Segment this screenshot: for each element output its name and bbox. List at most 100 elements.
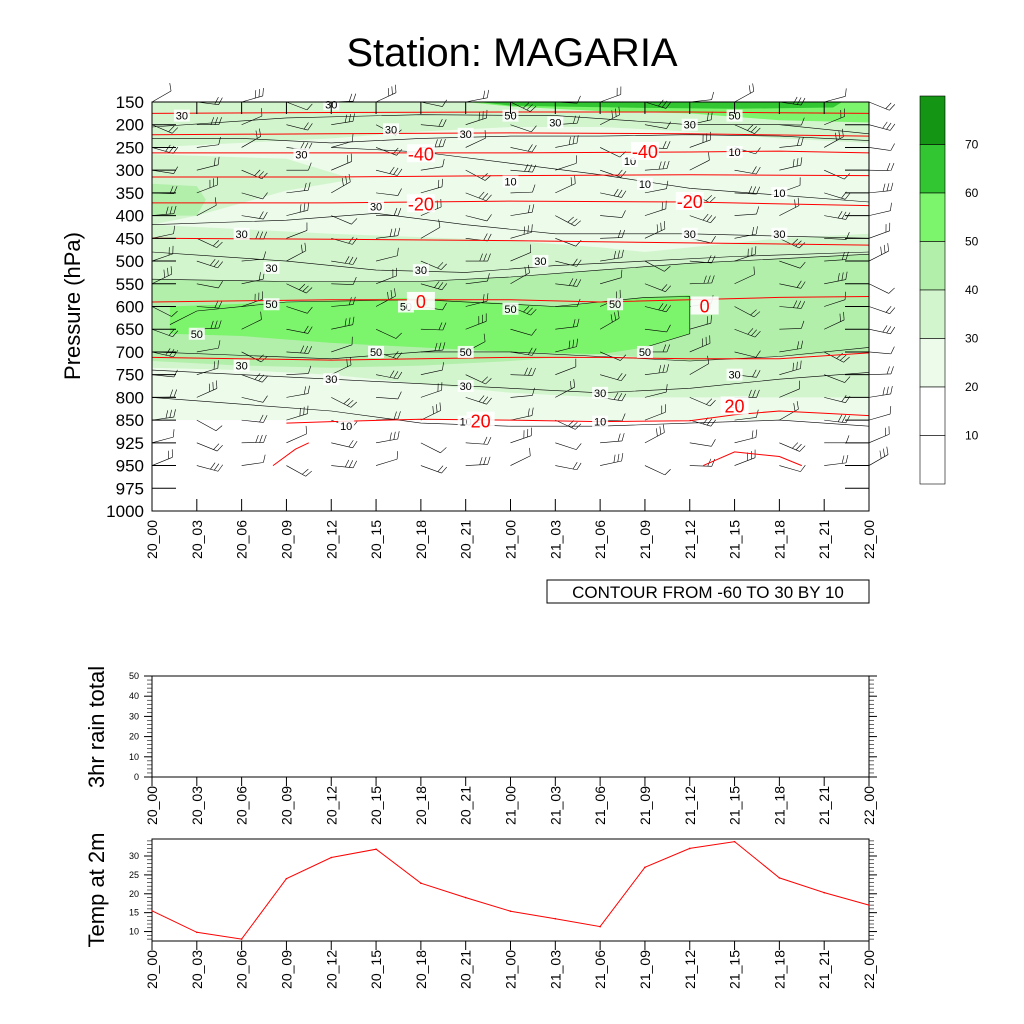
- wind-barb: [734, 226, 758, 239]
- contour-label: 50: [457, 345, 474, 359]
- barb-flag: [392, 351, 399, 358]
- barb-flag: [393, 371, 399, 379]
- y-tick-label: 30: [129, 711, 139, 721]
- wind-barb: [824, 435, 850, 444]
- wind-barb: [286, 365, 312, 375]
- barb-flag: [526, 307, 533, 314]
- wind-barb: [510, 427, 532, 444]
- barb-flag: [796, 280, 802, 288]
- x-tick-label: 20_21: [458, 786, 474, 825]
- barb-flag: [434, 281, 440, 288]
- wind-barb: [868, 162, 895, 171]
- wind-barb: [510, 144, 537, 153]
- wind-barb: [420, 260, 447, 270]
- barb-flag: [260, 311, 262, 320]
- barb-shaft: [868, 124, 891, 131]
- wind-barb: [465, 191, 492, 202]
- y-tick-label: 25: [129, 870, 139, 880]
- wind-barb: [868, 182, 894, 194]
- barb-flag: [531, 145, 537, 153]
- barb-flag: [660, 222, 662, 231]
- barb-flag: [890, 386, 893, 395]
- barb-flag: [393, 411, 397, 420]
- barb-flag: [396, 352, 403, 359]
- wind-barb: [151, 429, 175, 444]
- barb-flag: [702, 213, 709, 221]
- barb-flag: [173, 350, 179, 358]
- legend-label: 60: [965, 186, 979, 200]
- y-tick-label: 20: [129, 889, 139, 899]
- wind-barb: [644, 160, 670, 171]
- barb-flag: [703, 275, 707, 284]
- wind-barb: [196, 136, 221, 148]
- barb-shaft: [151, 169, 174, 174]
- barb-shaft: [868, 433, 890, 444]
- contour-label-text: 50: [265, 299, 277, 311]
- barb-shaft: [420, 465, 442, 474]
- barb-shaft: [600, 460, 622, 466]
- barb-flag: [397, 391, 402, 400]
- wind-barb: [555, 135, 579, 148]
- barb-shaft: [286, 306, 308, 314]
- temp-point: [375, 848, 377, 850]
- wind-barb: [824, 351, 850, 363]
- barb-flag: [890, 346, 895, 354]
- barb-flag: [352, 296, 356, 305]
- wind-barb: [151, 306, 178, 317]
- barb-shaft: [824, 374, 845, 383]
- barb-flag: [304, 345, 309, 354]
- wind-barb: [600, 453, 624, 466]
- contour-label-text: 50: [504, 111, 516, 123]
- barb-shaft: [868, 230, 890, 239]
- barb-flag: [747, 328, 754, 335]
- wind-barb: [196, 197, 217, 216]
- wind-barb: [151, 245, 174, 262]
- wind-barb: [241, 395, 268, 403]
- barb-shaft: [375, 458, 398, 466]
- barb-flag: [165, 206, 169, 215]
- barb-flag: [439, 402, 441, 411]
- barb-shaft: [196, 205, 217, 216]
- wind-barb: [734, 306, 761, 318]
- barb-flag: [214, 117, 218, 125]
- wind-barb: [734, 83, 755, 103]
- x-tick-label: 20_06: [234, 520, 250, 559]
- y-tick-label: 950: [116, 457, 144, 476]
- legend-box: [919, 192, 946, 242]
- contour-label: 10: [771, 186, 788, 200]
- barb-flag: [664, 469, 671, 476]
- barb-flag: [755, 350, 761, 358]
- barb-flag: [883, 448, 885, 457]
- contour-label-text: 30: [325, 374, 337, 386]
- x-tick-label: 21_00: [503, 520, 519, 559]
- barb-shaft: [375, 255, 398, 262]
- wind-barb: [465, 395, 492, 405]
- x-tick-label: 21_03: [547, 520, 563, 559]
- wind-barb: [375, 328, 402, 339]
- x-tick-label: 21_09: [637, 950, 653, 989]
- barb-flag: [666, 141, 671, 149]
- contour-label: 30: [173, 109, 190, 123]
- barb-flag: [299, 407, 301, 417]
- temperature-label-bg: [406, 194, 435, 213]
- y-tick-label: 250: [116, 138, 144, 157]
- wind-barb: [779, 360, 802, 375]
- wind-barb: [644, 424, 665, 444]
- barb-flag: [705, 195, 712, 202]
- legend-label: 70: [965, 138, 979, 152]
- barb-flag: [215, 425, 223, 432]
- wind-barb: [376, 391, 402, 400]
- wind-barb: [600, 210, 626, 218]
- barb-flag: [217, 261, 223, 269]
- barb-flag: [442, 342, 446, 351]
- barb-flag: [882, 325, 888, 333]
- barb-flag: [709, 196, 716, 203]
- barb-flag: [750, 126, 757, 133]
- wind-barb: [376, 431, 400, 444]
- barb-flag: [308, 365, 312, 374]
- temperature-label: 20: [720, 396, 749, 416]
- barb-flag: [214, 157, 216, 166]
- wind-barb: [644, 404, 666, 421]
- wind-barb: [420, 442, 447, 454]
- barb-shaft: [196, 419, 217, 432]
